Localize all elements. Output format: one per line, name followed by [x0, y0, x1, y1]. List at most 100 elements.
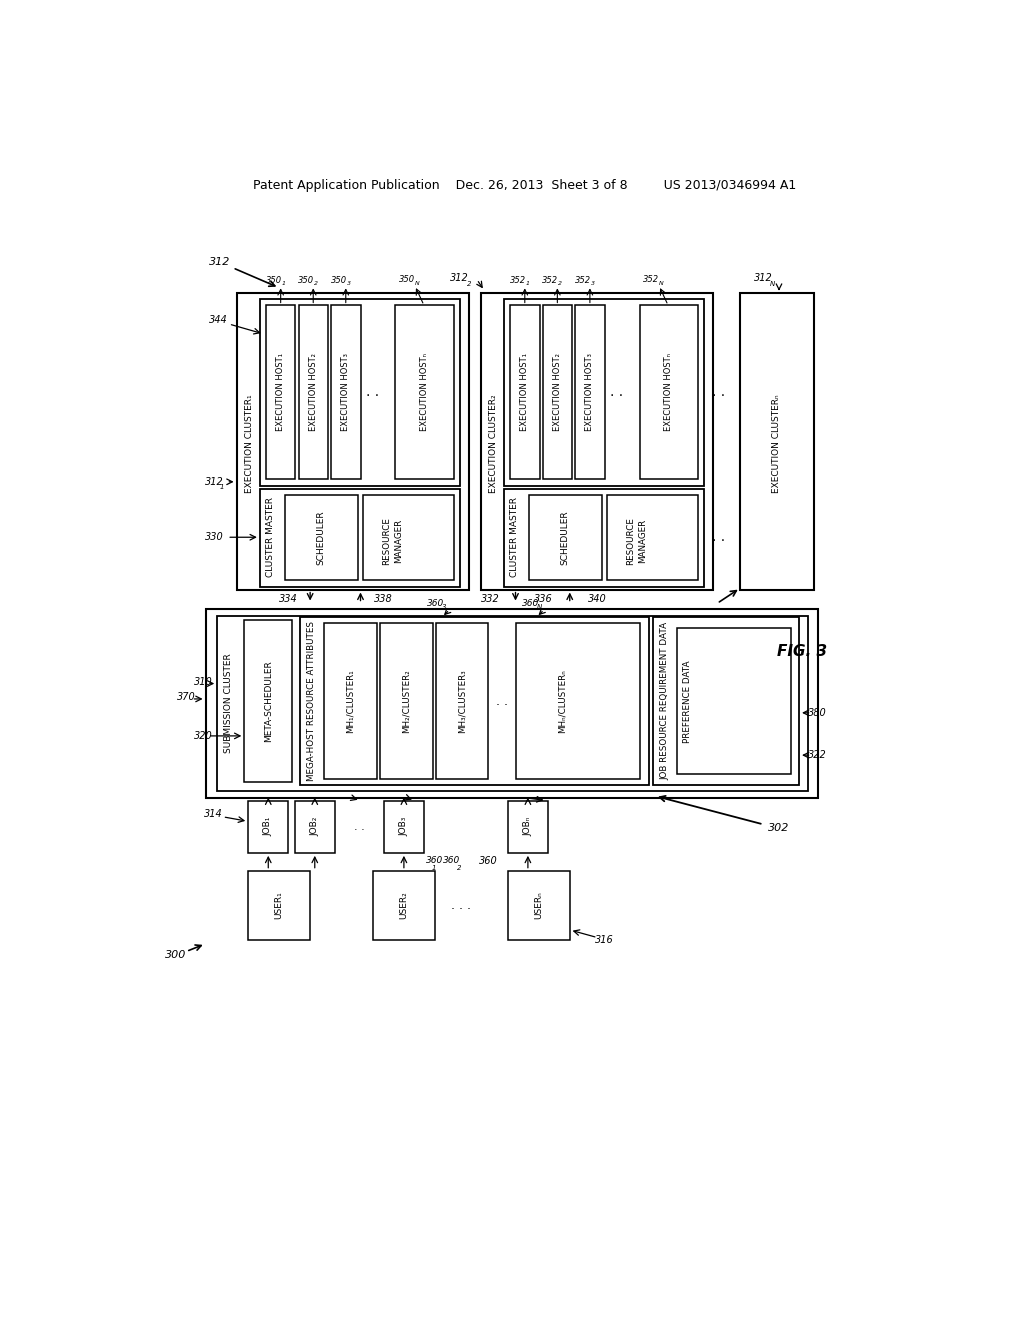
Text: 350: 350	[298, 276, 314, 285]
Bar	[528, 495, 602, 579]
Text: 1: 1	[526, 281, 529, 286]
Text: FIG. 3: FIG. 3	[777, 644, 827, 659]
Text: EXECUTION HOST₃: EXECUTION HOST₃	[586, 354, 594, 432]
Bar	[515, 623, 640, 779]
Bar	[299, 305, 328, 479]
Text: 2: 2	[314, 281, 318, 286]
Text: 352: 352	[643, 275, 659, 284]
Text: . .: . .	[609, 385, 623, 400]
Text: CLUSTER MASTER: CLUSTER MASTER	[266, 498, 275, 577]
Bar	[607, 495, 697, 579]
Bar	[324, 623, 377, 779]
Text: USER₂: USER₂	[399, 891, 409, 919]
Text: MHₙ/CLUSTERₙ: MHₙ/CLUSTERₙ	[557, 669, 566, 733]
Bar	[373, 871, 435, 940]
Text: EXECUTION HOST₁: EXECUTION HOST₁	[276, 354, 285, 432]
Bar	[740, 293, 814, 590]
Text: 310: 310	[194, 677, 213, 686]
Text: 360: 360	[426, 857, 442, 865]
Text: EXECUTION CLUSTER₂: EXECUTION CLUSTER₂	[489, 393, 499, 492]
Text: 312: 312	[209, 257, 230, 268]
Text: PREFERENCE DATA: PREFERENCE DATA	[683, 660, 692, 743]
Bar	[384, 800, 424, 853]
Text: USERₙ: USERₙ	[535, 891, 544, 919]
Bar	[653, 618, 799, 785]
Text: EXECUTION HOSTₙ: EXECUTION HOSTₙ	[664, 354, 673, 432]
Text: 340: 340	[588, 594, 606, 603]
Text: 338: 338	[375, 594, 393, 603]
Text: 360: 360	[442, 857, 460, 865]
Text: RESOURCE: RESOURCE	[627, 517, 636, 565]
Bar	[508, 871, 569, 940]
Text: . .: . .	[712, 531, 725, 544]
Bar	[248, 800, 289, 853]
Text: EXECUTION HOST₂: EXECUTION HOST₂	[308, 354, 317, 432]
Bar	[508, 800, 548, 853]
Text: . .: . .	[712, 385, 725, 400]
Text: 344: 344	[209, 315, 228, 325]
Bar	[295, 800, 335, 853]
Text: 2: 2	[457, 866, 461, 871]
Text: RESOURCE: RESOURCE	[382, 517, 391, 565]
Text: 302: 302	[768, 824, 790, 833]
Text: JOBₙ: JOBₙ	[523, 817, 532, 837]
Text: 314: 314	[204, 809, 222, 820]
Bar	[677, 628, 792, 775]
Text: 350: 350	[265, 276, 282, 285]
Text: EXECUTION HOST₁: EXECUTION HOST₁	[520, 354, 529, 432]
Text: EXECUTION CLUSTER₁: EXECUTION CLUSTER₁	[245, 393, 254, 492]
Bar	[245, 620, 292, 781]
Bar	[217, 615, 808, 792]
Text: 316: 316	[595, 935, 614, 945]
Bar	[260, 488, 460, 586]
Bar	[285, 495, 358, 579]
Text: N: N	[537, 605, 542, 610]
Text: 360: 360	[479, 855, 498, 866]
Text: 330: 330	[206, 532, 224, 543]
Bar	[504, 488, 703, 586]
Bar	[237, 293, 469, 590]
Bar	[331, 305, 360, 479]
Text: JOB₂: JOB₂	[310, 817, 319, 837]
Text: 352: 352	[510, 276, 526, 285]
Text: EXECUTION HOSTₙ: EXECUTION HOSTₙ	[420, 354, 429, 432]
Text: JOB RESOURCE REQUIREMENT DATA: JOB RESOURCE REQUIREMENT DATA	[660, 622, 670, 780]
Text: 2: 2	[558, 281, 562, 286]
Bar	[260, 300, 460, 486]
Text: META-SCHEDULER: META-SCHEDULER	[264, 660, 272, 742]
Text: . .: . .	[353, 822, 365, 832]
Text: MANAGER: MANAGER	[638, 519, 647, 564]
Text: SUBMISSION CLUSTER: SUBMISSION CLUSTER	[224, 653, 233, 754]
Text: 380: 380	[808, 708, 827, 718]
Text: MH₁/CLUSTER₁: MH₁/CLUSTER₁	[346, 669, 355, 733]
Bar	[543, 305, 572, 479]
Text: EXECUTION HOST₂: EXECUTION HOST₂	[553, 354, 562, 432]
Text: Patent Application Publication    Dec. 26, 2013  Sheet 3 of 8         US 2013/03: Patent Application Publication Dec. 26, …	[253, 178, 797, 191]
Text: 360: 360	[427, 599, 444, 609]
Bar	[510, 305, 540, 479]
Text: 3: 3	[347, 281, 351, 286]
Text: 370: 370	[177, 693, 196, 702]
Text: . . .: . . .	[452, 899, 471, 912]
Text: SCHEDULER: SCHEDULER	[560, 510, 569, 565]
Text: 322: 322	[808, 750, 827, 760]
Text: JOB₃: JOB₃	[399, 817, 409, 837]
Text: EXECUTION HOST₃: EXECUTION HOST₃	[341, 354, 350, 432]
Bar	[362, 495, 454, 579]
Bar	[206, 609, 818, 797]
Bar	[435, 623, 488, 779]
Text: USER₁: USER₁	[274, 891, 284, 919]
Text: 360: 360	[522, 599, 540, 609]
Text: JOB₁: JOB₁	[264, 817, 272, 837]
Text: MANAGER: MANAGER	[394, 519, 403, 564]
Text: . .: . .	[366, 385, 379, 400]
Text: N: N	[415, 281, 420, 286]
Text: N: N	[658, 281, 664, 286]
Text: 332: 332	[481, 594, 500, 603]
Text: 3: 3	[591, 281, 595, 286]
Text: MH₂/CLUSTER₂: MH₂/CLUSTER₂	[401, 669, 411, 733]
Text: CLUSTER MASTER: CLUSTER MASTER	[510, 498, 519, 577]
Text: 320: 320	[194, 731, 213, 741]
Text: MEGA-HOST RESOURCE ATTRIBUTES: MEGA-HOST RESOURCE ATTRIBUTES	[307, 622, 316, 781]
Bar	[640, 305, 697, 479]
